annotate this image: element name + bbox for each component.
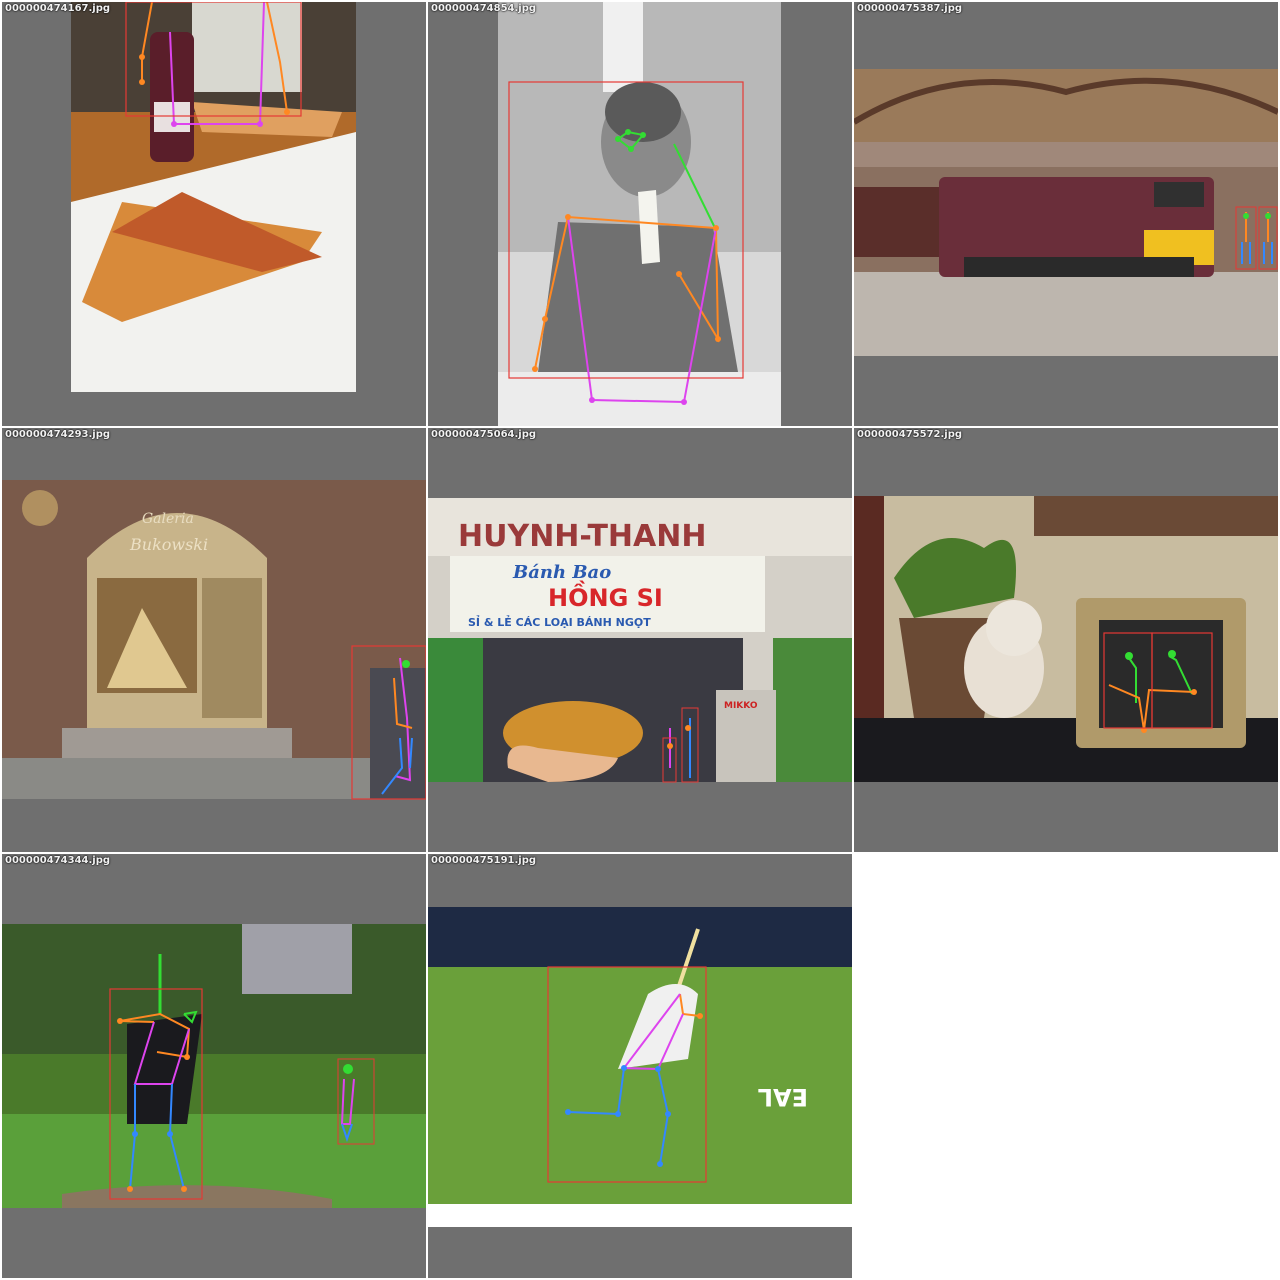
empty-cell [854, 854, 1278, 1278]
tile-filename: 000000475387.jpg [857, 3, 963, 14]
tile-filename: 000000474854.jpg [431, 3, 537, 14]
tile-2: 000000474854.jpg [428, 2, 852, 426]
tile-3-photo [854, 69, 1278, 356]
tile-4: 000000474293.jpg Galeria Bukowski [2, 428, 426, 852]
tile-6: 000000475572.jpg [854, 428, 1278, 852]
sign-banh-bao: Bánh Bao [512, 562, 611, 583]
sign-hong-si: HỒNG SI [548, 579, 663, 612]
sign-huynh-thanh: HUYNH-THANH [458, 519, 706, 554]
tile-4-photo: Galeria Bukowski [2, 480, 426, 800]
sign-galeria: Galeria [142, 511, 194, 527]
tile-filename: 000000474167.jpg [5, 3, 111, 14]
tile-5-photo: HUYNH-THANH Bánh Bao HỒNG SI SỈ & LẺ CÁC… [428, 498, 852, 783]
sign-bukowski: Bukowski [129, 535, 208, 554]
tile-7: 000000474344.jpg [2, 854, 426, 1278]
tile-6-photo [854, 496, 1278, 782]
sign-mikko: MIKKO [724, 701, 758, 711]
tile-5: 000000475064.jpg HUYNH-THANH Bánh Bao HỒ… [428, 428, 852, 852]
tile-1-photo [71, 2, 356, 426]
tile-filename: 000000474293.jpg [5, 429, 111, 440]
sign-si-le: SỈ & LẺ CÁC LOẠI BÁNH NGỌT [468, 615, 651, 629]
tile-3: 000000475387.jpg [854, 2, 1278, 426]
tile-8: 000000475191.jpg EAL [428, 854, 852, 1278]
tile-filename: 000000475191.jpg [431, 855, 537, 866]
tile-filename: 000000475064.jpg [431, 429, 537, 440]
court-text: EAL [758, 1083, 808, 1111]
tile-7-photo [2, 924, 426, 1208]
tile-8-photo: EAL [428, 907, 852, 1227]
tile-2-photo [498, 2, 781, 426]
tile-filename: 000000475572.jpg [857, 429, 963, 440]
tile-filename: 000000474344.jpg [5, 855, 111, 866]
tile-1: 000000474167.jpg [2, 2, 426, 426]
